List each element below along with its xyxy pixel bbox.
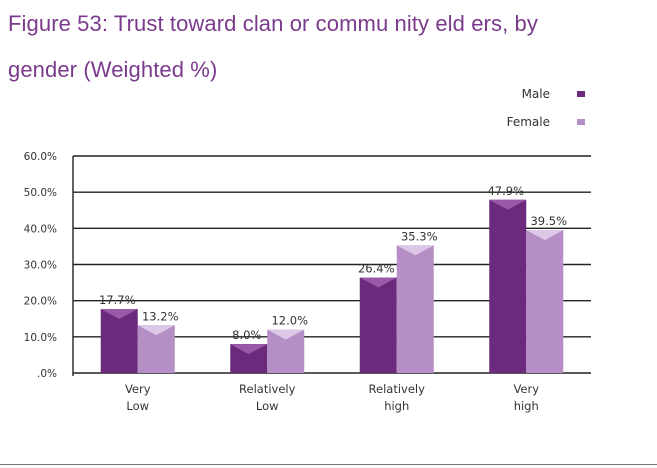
y-tick-label: .0% — [37, 368, 57, 380]
x-tick-label: Relatively — [369, 382, 426, 396]
x-tick-label: Relatively — [239, 382, 296, 396]
bar-male — [489, 199, 527, 373]
bar-male — [100, 308, 138, 373]
bar-female — [526, 230, 564, 373]
x-tick-label: Very — [513, 382, 539, 396]
y-tick-label: 40.0% — [24, 223, 57, 235]
y-tick-label: 10.0% — [24, 332, 57, 344]
figure-title-line-2: gender (Weighted %) — [8, 57, 218, 82]
x-tick-label: Very — [125, 382, 151, 396]
x-tick-label: Low — [256, 399, 279, 413]
data-label: 12.0% — [271, 314, 308, 328]
y-tick-label: 60.0% — [24, 151, 57, 163]
bar-female — [396, 245, 434, 373]
y-tick-label: 30.0% — [24, 260, 57, 272]
y-tick-label: 20.0% — [24, 296, 57, 308]
bar-bevel — [267, 329, 305, 340]
data-label: 39.5% — [530, 214, 567, 228]
legend-swatch-male — [577, 91, 585, 97]
y-tick-label: 50.0% — [24, 187, 57, 199]
bar-bevel — [100, 308, 138, 319]
bottom-rule — [0, 464, 657, 465]
figure-title-line-1: Figure 53: Trust toward clan or commu ni… — [8, 11, 538, 36]
legend-label-male: Male — [522, 87, 550, 101]
bar-bevel — [359, 277, 397, 288]
x-tick-label: high — [514, 399, 539, 413]
data-label: 17.7% — [99, 293, 136, 307]
bar-male — [359, 277, 397, 373]
data-label: 35.3% — [401, 229, 438, 243]
x-tick-label: Low — [126, 399, 149, 413]
bar-bevel — [230, 344, 268, 355]
bar-bevel — [526, 230, 564, 241]
data-label: 47.9% — [487, 184, 524, 198]
data-label: 8.0% — [232, 328, 261, 342]
legend-swatch-female — [577, 119, 585, 125]
data-label: 26.4% — [358, 262, 395, 276]
bar-bevel — [489, 199, 527, 210]
x-tick-label: high — [384, 399, 409, 413]
bar-bevel — [137, 325, 175, 336]
data-label: 13.2% — [142, 309, 179, 323]
bar-bevel — [396, 245, 434, 256]
legend-label-female: Female — [507, 115, 550, 129]
